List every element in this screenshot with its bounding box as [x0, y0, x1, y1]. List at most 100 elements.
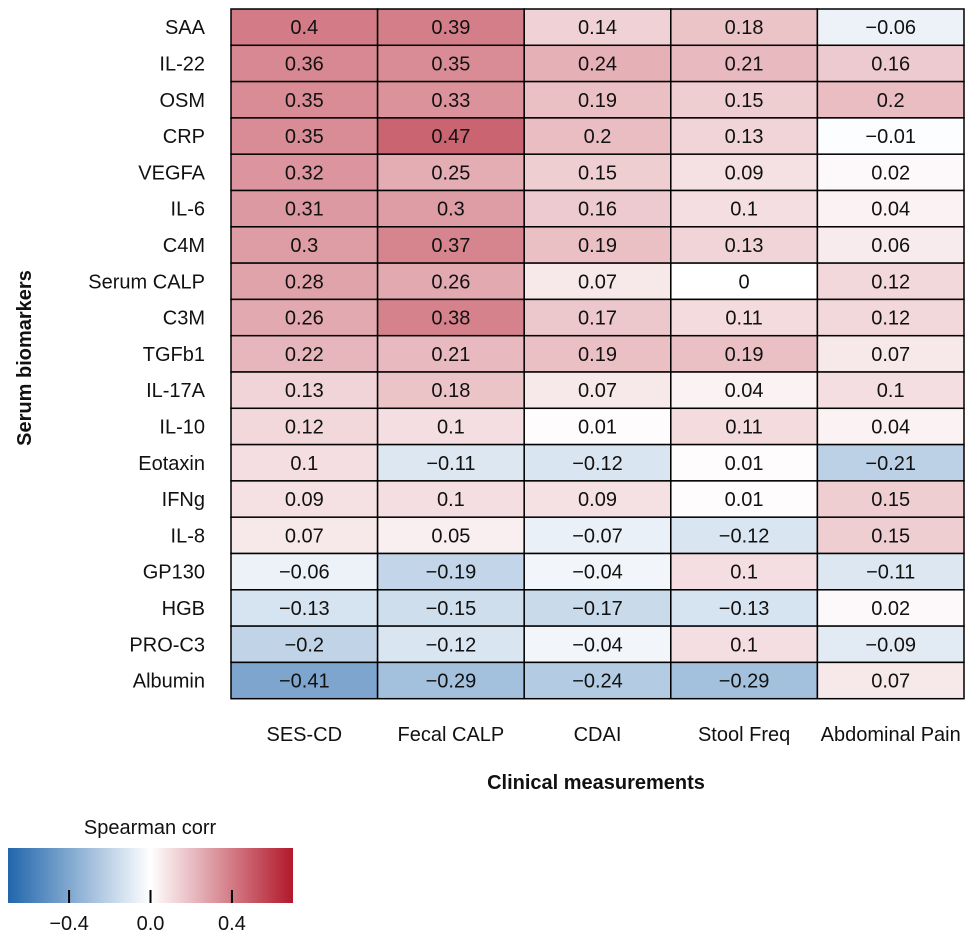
y-tick-label: IL-6 — [171, 199, 205, 221]
heatmap-cell — [816, 262, 965, 301]
heatmap-cell — [816, 552, 965, 591]
cell-value-label: 0.39 — [431, 17, 470, 39]
cell-value-label: 0.14 — [578, 17, 617, 39]
heatmap-cell — [523, 661, 672, 700]
heatmap-cell — [670, 117, 819, 155]
cell-value-label: 0.15 — [725, 90, 764, 112]
cell-value-label: 0.19 — [578, 90, 617, 112]
cell-value-label: −0.12 — [719, 525, 770, 547]
cell-value-label: 0.26 — [431, 271, 470, 293]
heatmap-cell — [816, 117, 965, 155]
heatmap-cell — [230, 8, 379, 47]
cell-value-label: 0.35 — [285, 126, 324, 148]
color-legend: Spearman corr −0.4 0.0 0.4 — [8, 817, 293, 935]
heatmap-cell — [816, 371, 965, 410]
cell-value-label: −0.04 — [572, 562, 623, 584]
heatmap-cells: 0.4 0.39 0.14 0.18 −0.06 0.36 0.35 0.24 0.21 0.16… — [230, 8, 965, 700]
cell-value-label: −0.29 — [719, 671, 770, 693]
legend-tick-label: 0.4 — [218, 913, 246, 935]
y-tick-label: IL-22 — [159, 53, 205, 75]
y-tick-label: IFNg — [162, 489, 205, 511]
heatmap-cell — [230, 226, 379, 264]
cell-value-label: 0.2 — [877, 90, 905, 112]
cell-value-label: 0.18 — [431, 380, 470, 402]
cell-value-label: 0.13 — [725, 235, 764, 257]
heatmap-cell — [376, 153, 525, 192]
cell-value-label: 0.07 — [578, 380, 617, 402]
cell-value-label: 0 — [739, 271, 750, 293]
x-tick-label: Stool Freq — [698, 724, 790, 746]
y-tick-label: HGB — [162, 598, 205, 620]
cell-value-label: 0.09 — [285, 489, 324, 511]
cell-value-label: 0.35 — [431, 53, 470, 75]
cell-value-label: −0.13 — [279, 598, 330, 620]
cell-value-label: 0.01 — [725, 453, 764, 475]
y-axis-title: Serum biomarkers — [14, 270, 36, 446]
heatmap-cell — [816, 661, 965, 700]
cell-value-label: −0.41 — [279, 671, 330, 693]
cell-value-label: 0.22 — [285, 344, 324, 366]
cell-value-label: 0.19 — [578, 344, 617, 366]
heatmap-cell — [670, 334, 819, 373]
cell-value-label: −0.29 — [426, 671, 477, 693]
cell-value-label: 0.12 — [285, 416, 324, 438]
cell-value-label: −0.24 — [572, 671, 623, 693]
heatmap-cell — [376, 480, 525, 518]
cell-value-label: −0.04 — [572, 634, 623, 656]
cell-value-label: −0.07 — [572, 525, 623, 547]
heatmap-cell — [523, 117, 672, 155]
cell-value-label: −0.12 — [572, 453, 623, 475]
heatmap-cell — [230, 443, 379, 482]
cell-value-label: 0.1 — [730, 634, 758, 656]
heatmap-cell — [230, 153, 379, 192]
heatmap-cell — [816, 298, 965, 337]
heatmap-cell — [230, 371, 379, 410]
heatmap-cell — [816, 516, 965, 555]
heatmap-cell — [670, 552, 819, 591]
y-tick-label: CRP — [163, 126, 205, 148]
y-tick-label: IL-17A — [146, 380, 206, 402]
cell-value-label: 0.19 — [578, 235, 617, 257]
heatmap-cell — [523, 334, 672, 373]
cell-value-label: 0.36 — [285, 53, 324, 75]
cell-value-label: −0.2 — [285, 634, 324, 656]
cell-value-label: 0.05 — [431, 525, 470, 547]
heatmap-cell — [376, 552, 525, 591]
cell-value-label: 0.13 — [725, 126, 764, 148]
y-tick-label: Eotaxin — [138, 453, 205, 475]
cell-value-label: −0.06 — [865, 17, 916, 39]
cell-value-label: 0.32 — [285, 162, 324, 184]
cell-value-label: 0.3 — [290, 235, 318, 257]
cell-value-label: 0.1 — [290, 453, 318, 475]
cell-value-label: −0.15 — [426, 598, 477, 620]
heatmap-cell — [816, 334, 965, 373]
cell-value-label: 0.04 — [871, 416, 910, 438]
cell-value-label: 0.16 — [871, 53, 910, 75]
heatmap-cell — [376, 625, 525, 664]
cell-value-label: 0.1 — [437, 489, 465, 511]
heatmap-cell — [523, 589, 672, 627]
heatmap-cell — [376, 117, 525, 155]
cell-value-label: −0.17 — [572, 598, 623, 620]
y-tick-label: Albumin — [133, 671, 205, 693]
heatmap-cell — [816, 625, 965, 664]
heatmap-cell — [376, 80, 525, 119]
heatmap-cell — [816, 189, 965, 228]
y-tick-label: C3M — [163, 308, 205, 330]
cell-value-label: 0.06 — [871, 235, 910, 257]
y-tick-label: GP130 — [143, 562, 205, 584]
y-tick-label: IL-10 — [159, 416, 205, 438]
heatmap-cell — [376, 661, 525, 700]
y-tick-label: PRO-C3 — [129, 634, 205, 656]
cell-value-label: 0.15 — [871, 525, 910, 547]
heatmap-cell — [670, 625, 819, 664]
heatmap-cell — [230, 661, 379, 700]
heatmap-cell — [816, 480, 965, 518]
x-tick-labels: SES-CD Fecal CALP CDAI Stool Freq Abdominal … — [267, 724, 961, 746]
y-tick-label: SAA — [165, 17, 206, 39]
cell-value-label: 0.26 — [285, 308, 324, 330]
cell-value-label: 0.09 — [578, 489, 617, 511]
cell-value-label: 0.04 — [725, 380, 764, 402]
cell-value-label: 0.21 — [431, 344, 470, 366]
